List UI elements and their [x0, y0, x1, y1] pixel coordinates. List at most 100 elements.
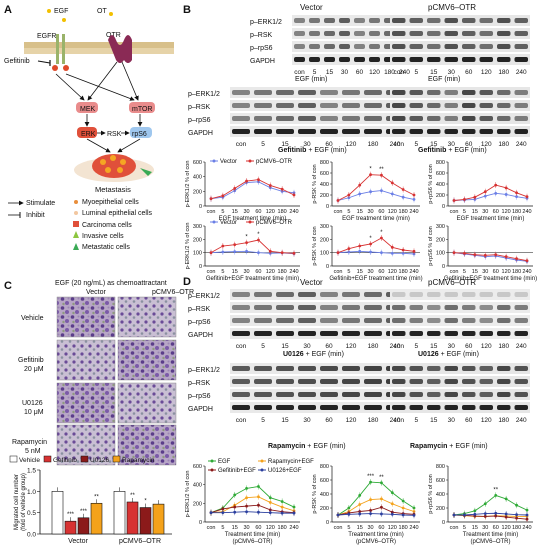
- x-tick-label: con: [334, 269, 343, 275]
- blot-row-label: p–rpS6: [188, 393, 211, 400]
- blot-lane-label: 180: [498, 343, 509, 350]
- c-col-otr: pCMV6–OTR: [152, 289, 194, 296]
- x-tick-label: con: [207, 269, 216, 275]
- blot-band: [298, 331, 316, 336]
- blot-strip: [390, 376, 530, 387]
- series-line: [210, 179, 295, 200]
- data-point: [390, 251, 394, 255]
- blot-band: [298, 103, 316, 108]
- blot-band: [427, 103, 441, 108]
- egf-label: EGF: [54, 8, 68, 15]
- blot-band: [444, 18, 458, 23]
- d-u0126-label-2: U0126 + EGF (min): [418, 351, 479, 358]
- data-point: [292, 193, 296, 197]
- blot-band: [514, 379, 528, 384]
- blot-band: [364, 292, 382, 297]
- y-tick-label: 0: [442, 520, 445, 526]
- blot-band: [462, 44, 476, 49]
- data-point: [380, 512, 383, 516]
- legend-marker: [260, 459, 264, 463]
- y-axis-label: p-RSK % of con: [312, 226, 318, 265]
- blot-lane-label: 120: [346, 417, 357, 424]
- blot-strip: [390, 54, 530, 65]
- data-point: [401, 195, 405, 199]
- data-point: [412, 513, 416, 517]
- blot-band: [392, 18, 406, 23]
- data-point: [504, 193, 508, 196]
- x-tick-label: 120: [266, 209, 275, 215]
- legend-label: U0126: [90, 457, 110, 464]
- blot-band: [276, 331, 294, 336]
- ot-ligand-icon: [109, 12, 113, 16]
- blot-band: [339, 18, 350, 23]
- series-line: [210, 181, 295, 200]
- blot-band: [462, 292, 476, 297]
- erk-label: ERK: [81, 131, 96, 138]
- significance-mark: **: [379, 475, 384, 481]
- blot-band: [497, 366, 511, 371]
- blot-lane-label: con: [394, 417, 405, 424]
- blot-strip: [390, 302, 530, 313]
- data-point: [515, 195, 518, 199]
- legend-marker: [248, 159, 252, 163]
- blot-strip: [230, 87, 406, 98]
- x-tick-label: 15: [472, 525, 478, 531]
- y-tick-label: 300: [320, 224, 329, 230]
- legend-invasive: Invasive cells: [82, 233, 124, 240]
- y-tick-label: 0: [326, 520, 329, 526]
- data-point: [380, 481, 383, 485]
- x-tick-label: 5: [347, 525, 350, 531]
- x-tick-label: 30: [482, 269, 488, 275]
- blot-band: [339, 44, 350, 49]
- data-point: [369, 173, 372, 177]
- x-tick-label: 120: [502, 209, 511, 215]
- blot-band: [232, 405, 250, 410]
- metastatic-cell-icon: [73, 243, 79, 250]
- blot-band: [392, 405, 406, 410]
- data-point: [292, 505, 296, 509]
- blot-band: [427, 116, 441, 121]
- y-tick-label: 800: [320, 464, 329, 470]
- blot-band: [254, 379, 272, 384]
- blot-band: [479, 366, 493, 371]
- blot-band: [320, 116, 338, 121]
- blot-row-label: GAPDH: [250, 58, 275, 65]
- x-tick-label: 15: [357, 209, 363, 215]
- blot-band: [232, 331, 250, 336]
- blot-band: [444, 366, 458, 371]
- x-tick-label: con: [450, 269, 459, 275]
- y-tick-label: 200: [436, 193, 445, 199]
- series-line: [453, 252, 528, 262]
- blot-band: [497, 44, 511, 49]
- x-tick-label: 60: [255, 269, 261, 275]
- data-point: [280, 500, 284, 503]
- bar: [126, 501, 139, 535]
- blot-row-label: p–rpS6: [188, 319, 211, 326]
- blot-band: [232, 116, 250, 121]
- blot-band: [369, 18, 380, 23]
- blot-lane-label: 5: [313, 69, 317, 76]
- blot-band: [444, 318, 458, 323]
- data-point: [473, 509, 477, 513]
- data-point: [390, 502, 394, 506]
- blot-band: [364, 305, 382, 310]
- blot-band: [479, 331, 493, 336]
- blot-lane-label: 30: [448, 69, 456, 76]
- micrograph-tile: [56, 296, 116, 338]
- blot-band: [342, 405, 360, 410]
- data-point: [268, 511, 272, 515]
- blot-band: [514, 392, 528, 397]
- data-point: [209, 511, 213, 515]
- blot-band: [392, 318, 406, 323]
- x-tick-label: 15: [357, 269, 363, 275]
- x-tick-label: 30: [368, 269, 374, 275]
- blot-strip: [230, 302, 406, 313]
- blot-lane-label: con: [394, 69, 405, 76]
- series-line: [454, 512, 528, 516]
- c-row-gefitinib-dose: 20 μM: [24, 366, 44, 373]
- blot-lane-label: 240: [516, 417, 527, 424]
- western-blot-b-gefitinib: p–ERK1/2 p–RSK p–rpS6 GAPDH con 5 15 30 60 120 180…: [188, 87, 530, 148]
- blot-band: [320, 379, 338, 384]
- legend-marker: [248, 220, 252, 224]
